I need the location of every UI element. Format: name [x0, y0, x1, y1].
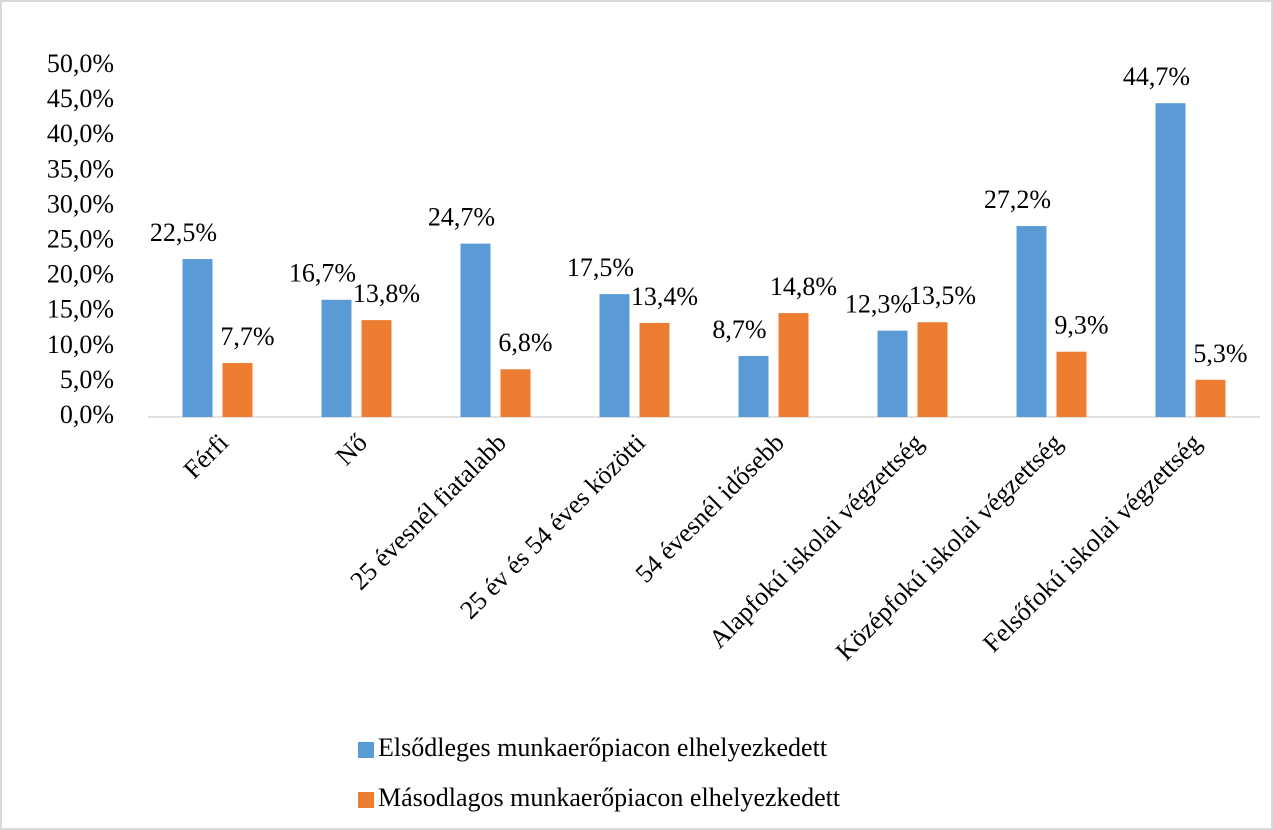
bar — [599, 294, 630, 417]
data-label: 13,4% — [631, 282, 698, 311]
bar — [460, 243, 491, 417]
bar — [738, 355, 769, 417]
data-label: 13,8% — [353, 279, 420, 308]
bar — [1056, 351, 1087, 417]
bar — [1195, 379, 1226, 417]
y-tick-label: 10,0% — [47, 330, 114, 359]
data-label: 17,5% — [567, 253, 634, 282]
data-label: 16,7% — [289, 259, 356, 288]
data-label: 22,5% — [150, 218, 217, 247]
data-label: 12,3% — [845, 290, 912, 319]
data-label: 6,8% — [498, 328, 552, 357]
legend-label: Másodlagos munkaerőpiacon elhelyezkedett — [378, 783, 841, 812]
y-tick-label: 15,0% — [47, 295, 114, 324]
bar — [222, 362, 253, 417]
bar — [778, 313, 809, 417]
y-tick-label: 40,0% — [47, 119, 114, 148]
bar — [361, 320, 392, 417]
y-tick-label: 30,0% — [47, 189, 114, 218]
bar — [917, 322, 948, 417]
bar — [1155, 103, 1186, 418]
y-tick-label: 35,0% — [47, 154, 114, 183]
bar — [321, 299, 352, 417]
bar — [877, 330, 908, 417]
bar — [182, 259, 213, 417]
data-label: 7,7% — [220, 322, 274, 351]
data-label: 13,5% — [909, 281, 976, 310]
bar — [1016, 226, 1047, 417]
legend-label: Elsődleges munkaerőpiacon elhelyezkedett — [378, 733, 828, 762]
data-label: 9,3% — [1054, 311, 1108, 340]
data-label: 27,2% — [984, 185, 1051, 214]
y-tick-label: 45,0% — [47, 84, 114, 113]
data-label: 24,7% — [428, 203, 495, 232]
bar — [639, 322, 670, 417]
y-tick-label: 20,0% — [47, 260, 114, 289]
y-tick-label: 0,0% — [60, 400, 114, 429]
legend-swatch — [358, 742, 374, 758]
bar — [500, 369, 531, 417]
data-label: 44,7% — [1123, 62, 1190, 91]
data-label: 5,3% — [1193, 339, 1247, 368]
legend-swatch — [358, 792, 374, 808]
data-label: 8,7% — [712, 315, 766, 344]
y-tick-label: 25,0% — [47, 224, 114, 253]
data-label: 14,8% — [770, 272, 837, 301]
y-tick-label: 50,0% — [47, 49, 114, 78]
y-tick-label: 5,0% — [60, 365, 114, 394]
